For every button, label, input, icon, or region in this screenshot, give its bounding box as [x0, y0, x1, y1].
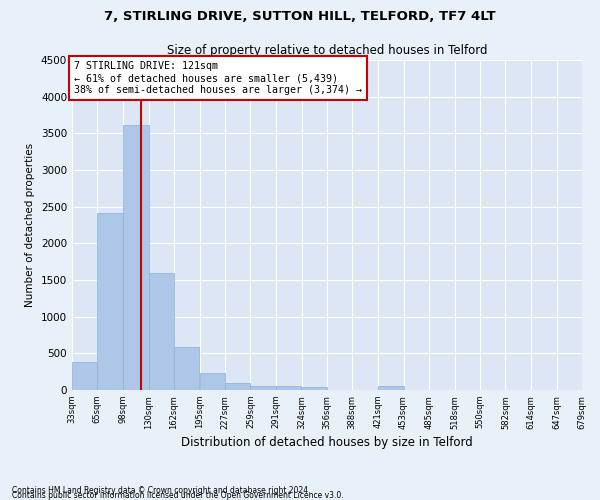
Bar	[149, 274, 174, 390]
Text: 7 STIRLING DRIVE: 121sqm
← 61% of detached houses are smaller (5,439)
38% of sem: 7 STIRLING DRIVE: 121sqm ← 61% of detach…	[74, 62, 362, 94]
Text: 7, STIRLING DRIVE, SUTTON HILL, TELFORD, TF7 4LT: 7, STIRLING DRIVE, SUTTON HILL, TELFORD,…	[104, 10, 496, 23]
Bar	[250, 386, 275, 390]
Y-axis label: Number of detached properties: Number of detached properties	[25, 143, 35, 307]
Bar	[200, 373, 225, 390]
Bar	[72, 362, 97, 390]
Title: Size of property relative to detached houses in Telford: Size of property relative to detached ho…	[167, 44, 487, 58]
Bar	[174, 346, 199, 390]
Bar	[302, 388, 327, 390]
Text: Contains HM Land Registry data © Crown copyright and database right 2024.: Contains HM Land Registry data © Crown c…	[12, 486, 311, 495]
Bar	[124, 124, 149, 390]
Bar	[97, 212, 122, 390]
Bar	[379, 386, 404, 390]
X-axis label: Distribution of detached houses by size in Telford: Distribution of detached houses by size …	[181, 436, 473, 449]
Bar	[275, 386, 301, 390]
Text: Contains public sector information licensed under the Open Government Licence v3: Contains public sector information licen…	[12, 491, 344, 500]
Bar	[225, 382, 250, 390]
